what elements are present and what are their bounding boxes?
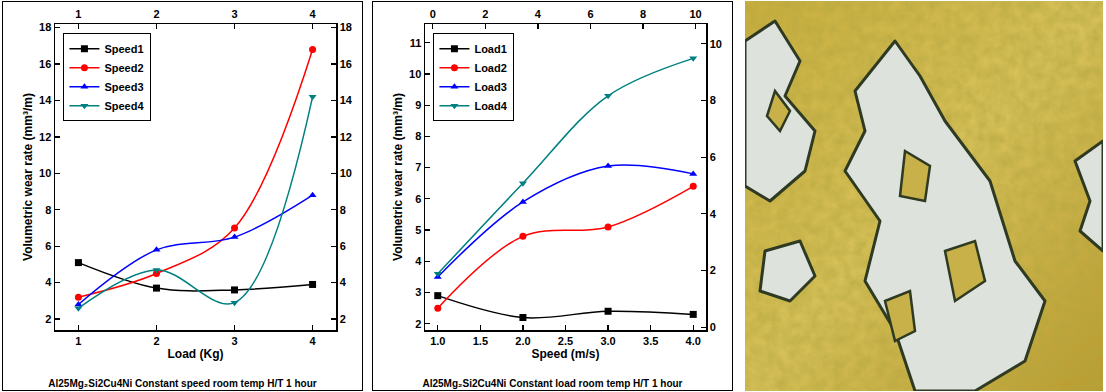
svg-text:1.0: 1.0 bbox=[430, 335, 445, 347]
svg-text:4: 4 bbox=[710, 208, 717, 220]
svg-text:10: 10 bbox=[689, 8, 701, 20]
svg-text:9: 9 bbox=[415, 99, 421, 111]
svg-text:10: 10 bbox=[409, 68, 421, 80]
svg-text:Load4: Load4 bbox=[474, 100, 507, 112]
svg-text:0: 0 bbox=[710, 321, 716, 333]
svg-text:8: 8 bbox=[710, 94, 716, 106]
svg-text:10: 10 bbox=[39, 167, 51, 179]
svg-text:10: 10 bbox=[710, 38, 722, 50]
svg-text:Load2: Load2 bbox=[474, 62, 506, 74]
svg-text:3: 3 bbox=[231, 8, 237, 20]
svg-text:3.0: 3.0 bbox=[600, 335, 615, 347]
svg-text:4: 4 bbox=[45, 276, 52, 288]
svg-text:8: 8 bbox=[640, 8, 646, 20]
svg-text:Volumetric wear rate (mm³/m): Volumetric wear rate (mm³/m) bbox=[391, 93, 405, 261]
svg-text:14: 14 bbox=[39, 94, 52, 106]
svg-text:2: 2 bbox=[340, 313, 346, 325]
svg-text:4.0: 4.0 bbox=[686, 335, 701, 347]
svg-text:11: 11 bbox=[410, 37, 422, 49]
svg-text:1: 1 bbox=[75, 8, 81, 20]
svg-text:Al25Mg₂Si2Cu4Ni Constant speed: Al25Mg₂Si2Cu4Ni Constant speed room temp… bbox=[48, 378, 316, 389]
svg-text:6: 6 bbox=[587, 8, 593, 20]
svg-text:Volumetric wear rate (mm³/m): Volumetric wear rate (mm³/m) bbox=[21, 93, 35, 261]
svg-text:12: 12 bbox=[39, 131, 51, 143]
svg-text:18: 18 bbox=[39, 21, 51, 33]
svg-text:1.5: 1.5 bbox=[473, 335, 488, 347]
svg-text:6: 6 bbox=[45, 240, 51, 252]
svg-text:4: 4 bbox=[310, 335, 317, 347]
svg-text:12: 12 bbox=[340, 131, 352, 143]
svg-text:16: 16 bbox=[39, 58, 51, 70]
svg-text:6: 6 bbox=[340, 240, 346, 252]
svg-text:2: 2 bbox=[710, 264, 716, 276]
svg-text:Speed3: Speed3 bbox=[104, 81, 143, 93]
svg-text:2: 2 bbox=[153, 335, 159, 347]
svg-text:3.5: 3.5 bbox=[643, 335, 658, 347]
svg-text:14: 14 bbox=[340, 94, 353, 106]
svg-text:1: 1 bbox=[75, 335, 81, 347]
svg-text:8: 8 bbox=[45, 204, 51, 216]
svg-text:2: 2 bbox=[482, 8, 488, 20]
svg-text:Load (Kg): Load (Kg) bbox=[168, 347, 224, 361]
svg-text:5: 5 bbox=[415, 224, 421, 236]
svg-text:18: 18 bbox=[340, 21, 352, 33]
svg-text:6: 6 bbox=[415, 193, 421, 205]
svg-text:8: 8 bbox=[340, 204, 346, 216]
svg-text:2.0: 2.0 bbox=[515, 335, 530, 347]
svg-text:6: 6 bbox=[710, 151, 716, 163]
svg-text:Speed4: Speed4 bbox=[104, 100, 144, 112]
svg-text:7: 7 bbox=[415, 161, 421, 173]
svg-text:4: 4 bbox=[415, 255, 422, 267]
svg-text:Speed1: Speed1 bbox=[104, 43, 143, 55]
svg-text:2: 2 bbox=[153, 8, 159, 20]
svg-text:4: 4 bbox=[535, 8, 542, 20]
svg-text:3: 3 bbox=[415, 286, 421, 298]
svg-text:Load1: Load1 bbox=[474, 43, 506, 55]
svg-text:Speed (m/s): Speed (m/s) bbox=[531, 347, 599, 361]
svg-text:16: 16 bbox=[340, 58, 352, 70]
svg-text:Al25Mg₂Si2Cu4Ni Constant load: Al25Mg₂Si2Cu4Ni Constant load room temp … bbox=[422, 378, 682, 389]
svg-text:2: 2 bbox=[45, 313, 51, 325]
svg-text:4: 4 bbox=[340, 276, 347, 288]
svg-text:8: 8 bbox=[415, 130, 421, 142]
svg-text:0: 0 bbox=[430, 8, 436, 20]
svg-text:Load3: Load3 bbox=[474, 81, 506, 93]
svg-text:3: 3 bbox=[231, 335, 237, 347]
svg-text:Speed2: Speed2 bbox=[104, 62, 143, 74]
svg-text:2: 2 bbox=[415, 318, 421, 330]
svg-text:2.5: 2.5 bbox=[558, 335, 573, 347]
svg-text:10: 10 bbox=[340, 167, 352, 179]
svg-text:4: 4 bbox=[310, 8, 317, 20]
